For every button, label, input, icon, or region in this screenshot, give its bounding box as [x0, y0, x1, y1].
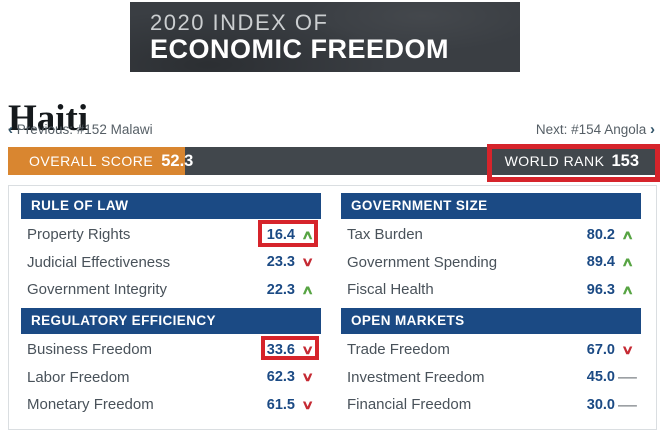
trend-down-icon [297, 370, 317, 385]
indicator-row-property-rights: Property Rights 16.4 [21, 221, 321, 249]
indicator-value: 80.2 [586, 226, 615, 243]
indicator-row-monetary-freedom: Monetary Freedom 61.5 [21, 391, 321, 419]
section-header-rule-of-law: RULE OF LAW [21, 193, 321, 219]
indicator-label: Trade Freedom [347, 341, 450, 359]
indicator-value: 23.3 [266, 254, 295, 271]
indicator-value: 61.5 [266, 396, 295, 413]
previous-country-link[interactable]: ‹ Previous: #152 Malawi [8, 121, 153, 138]
indicator-label: Judicial Effectiveness [27, 253, 171, 271]
indicator-value: 96.3 [586, 281, 615, 298]
trend-up-icon [297, 227, 317, 242]
trend-down-icon [297, 255, 317, 270]
world-rank-label: WORLD RANK [504, 153, 605, 169]
indicator-label: Financial Freedom [347, 396, 472, 414]
indicator-label: Tax Burden [347, 226, 423, 244]
section-header-regulatory-efficiency: REGULATORY EFFICIENCY [21, 308, 321, 334]
indicator-value: 22.3 [266, 281, 295, 298]
indicator-label: Property Rights [27, 226, 131, 244]
score-bar: OVERALL SCORE 52.3 WORLD RANK 153 [8, 147, 655, 175]
indicator-label: Business Freedom [27, 341, 153, 359]
indicator-value: 67.0 [586, 341, 615, 358]
indicator-value: 45.0 [586, 369, 615, 386]
indicator-row-tax-burden: Tax Burden 80.2 [341, 221, 641, 249]
indicator-row-judicial-effectiveness: Judicial Effectiveness 23.3 [21, 249, 321, 277]
overall-score-value: 52.3 [161, 151, 194, 170]
trend-up-icon [617, 282, 637, 297]
overall-score-chip: OVERALL SCORE 52.3 [8, 147, 193, 175]
indicator-label: Labor Freedom [27, 368, 130, 386]
next-country-label: Next: #154 Angola [535, 122, 647, 137]
indicator-row-fiscal-health: Fiscal Health 96.3 [341, 276, 641, 304]
section-open-markets: OPEN MARKETS Trade Freedom 67.0 Investme… [341, 308, 641, 419]
section-rule-of-law: RULE OF LAW Property Rights 16.4 Judicia… [21, 193, 321, 304]
indicator-row-government-integrity: Government Integrity 22.3 [21, 276, 321, 304]
index-banner: 2020 INDEX OF ECONOMIC FREEDOM [130, 2, 520, 72]
trend-down-icon [297, 342, 317, 357]
section-header-government-size: GOVERNMENT SIZE [341, 193, 641, 219]
trend-up-icon [617, 227, 637, 242]
indicator-row-labor-freedom: Labor Freedom 62.3 [21, 364, 321, 392]
section-regulatory-efficiency: REGULATORY EFFICIENCY Business Freedom 3… [21, 308, 321, 419]
banner-title-line: ECONOMIC FREEDOM [150, 33, 450, 64]
section-government-size: GOVERNMENT SIZE Tax Burden 80.2 Governme… [341, 193, 641, 304]
world-rank-value: 153 [611, 151, 639, 170]
indicator-row-trade-freedom: Trade Freedom 67.0 [341, 336, 641, 364]
indicator-value: 89.4 [586, 254, 615, 271]
trend-neutral-icon [617, 370, 637, 385]
indicator-value: 16.4 [266, 226, 295, 243]
chevron-left-icon: ‹ [8, 121, 13, 138]
section-header-open-markets: OPEN MARKETS [341, 308, 641, 334]
chevron-right-icon: › [650, 121, 655, 138]
indicator-label: Government Integrity [27, 281, 168, 299]
indicator-row-financial-freedom: Financial Freedom 30.0 [341, 391, 641, 419]
indicator-label: Fiscal Health [347, 281, 434, 299]
indicator-label: Monetary Freedom [27, 396, 154, 414]
trend-down-icon [617, 342, 637, 357]
indicator-panels-container [8, 185, 657, 430]
next-country-link[interactable]: Next: #154 Angola › [536, 121, 655, 138]
indicator-label: Investment Freedom [347, 368, 485, 386]
indicator-label: Government Spending [347, 253, 498, 271]
indicator-value: 62.3 [266, 369, 295, 386]
indicator-value: 33.6 [266, 341, 295, 358]
previous-country-label: Previous: #152 Malawi [16, 122, 153, 137]
page-title: Haiti [8, 97, 89, 139]
banner-year-line: 2020 INDEX OF [150, 9, 329, 35]
indicator-row-government-spending: Government Spending 89.4 [341, 249, 641, 277]
trend-neutral-icon [617, 397, 637, 412]
trend-up-icon [297, 282, 317, 297]
overall-score-label: OVERALL SCORE [29, 153, 154, 169]
indicator-row-business-freedom: Business Freedom 33.6 [21, 336, 321, 364]
trend-up-icon [617, 255, 637, 270]
indicator-value: 30.0 [586, 396, 615, 413]
trend-down-icon [297, 397, 317, 412]
indicator-row-investment-freedom: Investment Freedom 45.0 [341, 364, 641, 392]
